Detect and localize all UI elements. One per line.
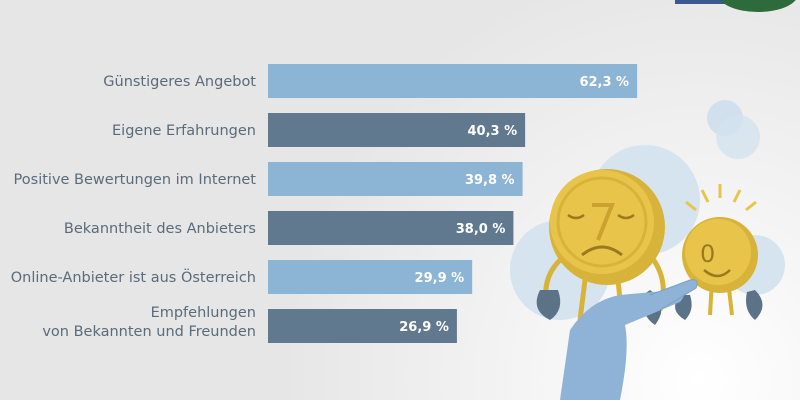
bar: [268, 211, 514, 245]
category-label: Online-Anbieter ist aus Österreich: [11, 268, 256, 286]
value-label: 40,3 %: [467, 124, 517, 139]
happy-coin-icon: 0: [675, 184, 763, 320]
value-label: 26,9 %: [399, 320, 449, 335]
category-label: Empfehlungen: [151, 305, 256, 321]
category-label: Eigene Erfahrungen: [112, 123, 256, 139]
value-label: 38,0 %: [456, 222, 506, 237]
category-label: Positive Bewertungen im Internet: [14, 172, 257, 188]
category-label: Günstigeres Angebot: [103, 74, 256, 90]
pointing-hand-icon: [560, 279, 698, 400]
coins-illustration: 0: [510, 100, 785, 400]
category-label: Bekanntheit des Anbieters: [64, 221, 256, 237]
bar: [268, 162, 523, 196]
bar: [268, 113, 526, 147]
bar: [268, 64, 638, 98]
value-label: 29,9 %: [415, 271, 465, 286]
logo: [675, 0, 796, 12]
value-label: 62,3 %: [579, 75, 629, 90]
svg-text:0: 0: [700, 240, 715, 268]
category-label: von Bekannten und Freunden: [42, 324, 256, 340]
bar: [268, 309, 457, 343]
bar: [268, 260, 473, 294]
value-label: 39,8 %: [465, 173, 515, 188]
